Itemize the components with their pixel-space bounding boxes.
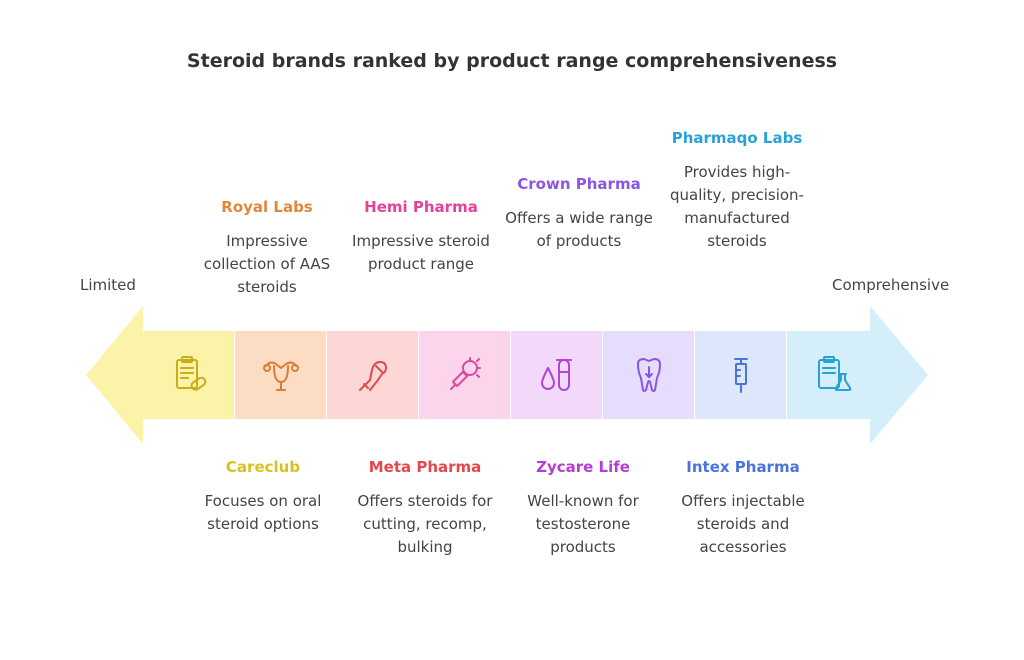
scale-segment-8 bbox=[787, 331, 878, 419]
flexed-arm-icon bbox=[348, 350, 398, 400]
uterus-icon bbox=[256, 350, 306, 400]
brand-description: Impressive steroid product range bbox=[352, 232, 490, 273]
clipboard-pill-icon bbox=[164, 350, 214, 400]
scale-right-label: Comprehensive bbox=[832, 276, 950, 294]
brand-name: Zycare Life bbox=[536, 458, 630, 476]
brand-card-hemi-pharma: Hemi Pharma Impressive steroid product r… bbox=[346, 196, 496, 276]
virus-syringe-icon bbox=[440, 350, 490, 400]
brand-name: Careclub bbox=[225, 458, 301, 476]
brand-name: Royal Labs bbox=[221, 198, 313, 216]
scale-segment-1 bbox=[143, 331, 234, 419]
brand-card-royal-labs: Royal Labs Impressive collection of AAS … bbox=[192, 196, 342, 299]
brand-card-careclub: Careclub Focuses on oral steroid options bbox=[188, 456, 338, 536]
scale-segment-2 bbox=[235, 331, 326, 419]
brand-description: Well-known for testosterone products bbox=[527, 492, 639, 556]
scale-segment-3 bbox=[327, 331, 418, 419]
brand-description: Focuses on oral steroid options bbox=[204, 492, 322, 533]
brand-description: Impressive collection of AAS steroids bbox=[203, 232, 331, 296]
brand-name: Hemi Pharma bbox=[364, 198, 478, 216]
tooth-icon bbox=[624, 350, 674, 400]
brand-description: Provides high-quality, precision-manufac… bbox=[670, 163, 804, 250]
brand-name: Pharmaqo Labs bbox=[671, 129, 803, 147]
brand-description: Offers injectable steroids and accessori… bbox=[681, 492, 805, 556]
brand-name: Crown Pharma bbox=[517, 175, 641, 193]
brand-card-zycare-life: Zycare Life Well-known for testosterone … bbox=[508, 456, 658, 559]
brand-description: Offers a wide range of products bbox=[505, 209, 653, 250]
brand-card-intex-pharma: Intex Pharma Offers injectable steroids … bbox=[668, 456, 818, 559]
diagram-title: Steroid brands ranked by product range c… bbox=[186, 50, 838, 72]
drop-test-tube-icon bbox=[532, 350, 582, 400]
arrow-head-right bbox=[870, 306, 928, 444]
brand-card-meta-pharma: Meta Pharma Offers steroids for cutting,… bbox=[350, 456, 500, 559]
scale-left-label: Limited bbox=[80, 276, 136, 294]
scale-segment-5 bbox=[511, 331, 602, 419]
brand-card-crown-pharma: Crown Pharma Offers a wide range of prod… bbox=[504, 173, 654, 253]
arrow-head-left bbox=[86, 306, 143, 444]
clipboard-flask-icon bbox=[808, 350, 858, 400]
brand-description: Offers steroids for cutting, recomp, bul… bbox=[357, 492, 493, 556]
brand-name: Meta Pharma bbox=[368, 458, 482, 476]
brand-name: Intex Pharma bbox=[686, 458, 800, 476]
brand-card-pharmaqo-labs: Pharmaqo Labs Provides high-quality, pre… bbox=[662, 127, 812, 253]
scale-segment-7 bbox=[695, 331, 786, 419]
syringe-icon bbox=[716, 350, 766, 400]
